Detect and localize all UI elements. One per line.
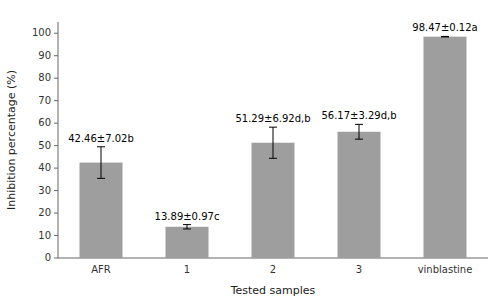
y-tick-label: 20 — [38, 207, 51, 218]
x-tick-label: 2 — [270, 264, 276, 275]
y-tick — [54, 33, 58, 34]
error-cap — [97, 146, 105, 147]
error-bar — [97, 147, 105, 179]
error-cap — [441, 36, 449, 37]
chart-container: 0 10 20 30 40 50 60 70 80 90 100 42.46±7.02b 13.89±0… — [0, 0, 500, 304]
y-axis: 0 10 20 30 40 50 60 70 80 90 100 — [32, 22, 488, 263]
bar — [252, 143, 295, 258]
chart-svg: 0 10 20 30 40 50 60 70 80 90 100 42.46±7.02b 13.89±0… — [0, 0, 500, 304]
bar — [338, 132, 381, 258]
y-tick-label: 10 — [38, 230, 51, 241]
error-line — [187, 225, 188, 229]
y-tick — [54, 123, 58, 124]
error-bar — [183, 225, 191, 229]
error-bar — [441, 36, 449, 38]
error-bar — [355, 124, 363, 139]
plot-area — [80, 36, 467, 258]
error-cap — [269, 158, 277, 159]
y-axis-line — [58, 22, 59, 258]
error-line — [101, 147, 102, 179]
bar — [166, 227, 209, 258]
y-tick-label: 40 — [38, 162, 51, 173]
error-cap — [441, 36, 449, 37]
y-tick-label: 30 — [38, 185, 51, 196]
error-line — [273, 127, 274, 158]
y-tick-label: 80 — [38, 72, 51, 83]
data-label: 56.17±3.29d,b — [321, 110, 396, 121]
x-tick-label: 3 — [356, 264, 362, 275]
error-line — [359, 124, 360, 139]
y-tick — [54, 78, 58, 79]
data-label: 51.29±6.92d,b — [235, 113, 310, 124]
data-label: 98.47±0.12a — [412, 22, 477, 33]
y-axis-title: Inhibition percentage (%) — [5, 70, 18, 210]
y-tick — [54, 235, 58, 236]
error-cap — [183, 224, 191, 225]
error-cap — [355, 139, 363, 140]
y-tick-label: 70 — [38, 95, 51, 106]
x-axis: AFR 1 2 3 vinblastine — [91, 264, 472, 275]
error-cap — [97, 178, 105, 179]
x-tick-label: 1 — [184, 264, 190, 275]
data-label: 13.89±0.97c — [155, 211, 220, 222]
x-tick-label: vinblastine — [418, 264, 473, 275]
y-tick — [54, 190, 58, 191]
y-tick-label: 50 — [38, 140, 51, 151]
x-axis-title: Tested samples — [230, 284, 316, 297]
error-cap — [355, 124, 363, 125]
y-tick — [54, 55, 58, 56]
data-labels: 42.46±7.02b 13.89±0.97c 51.29±6.92d,b 56.17… — [68, 22, 478, 221]
y-tick — [54, 213, 58, 214]
data-label: 42.46±7.02b — [68, 133, 134, 144]
error-cap — [183, 228, 191, 229]
y-tick — [54, 100, 58, 101]
y-tick-label: 100 — [32, 27, 51, 38]
y-tick-label: 60 — [38, 117, 51, 128]
error-cap — [269, 127, 277, 128]
y-tick — [54, 258, 58, 259]
y-tick — [54, 168, 58, 169]
x-tick-label: AFR — [91, 264, 111, 275]
y-tick-label: 90 — [38, 50, 51, 61]
y-tick — [54, 145, 58, 146]
y-tick-label: 0 — [45, 252, 51, 263]
bar — [424, 37, 467, 258]
error-bar — [269, 127, 277, 158]
